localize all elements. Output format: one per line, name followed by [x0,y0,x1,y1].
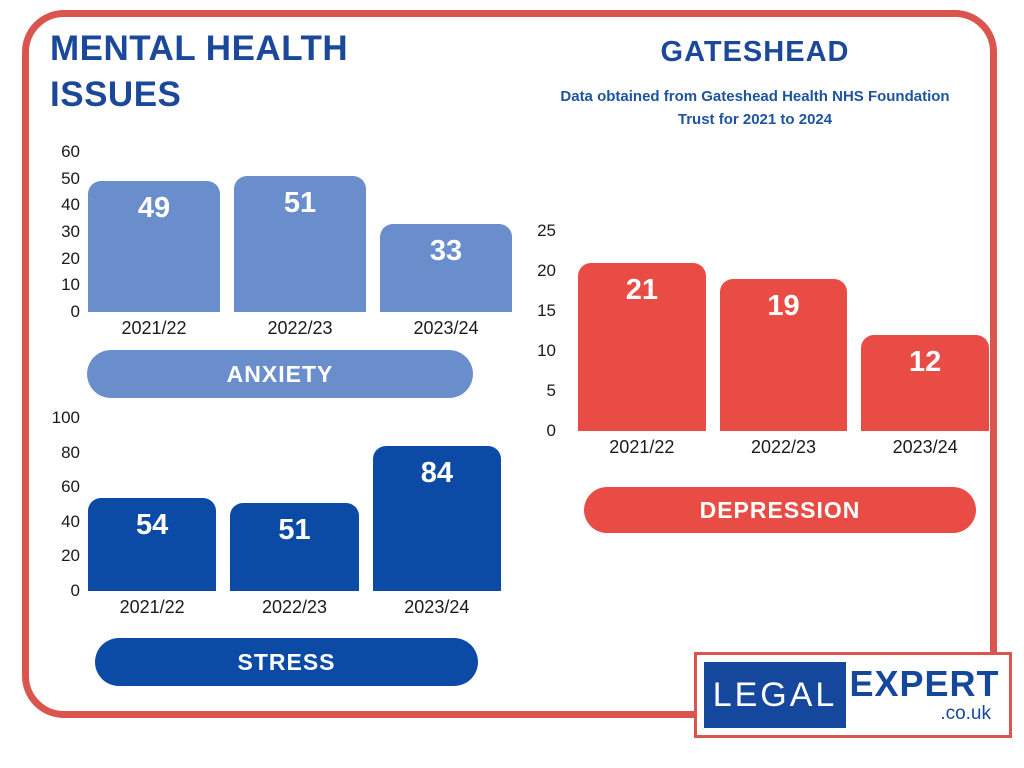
depression-y-axis: 0 5 10 15 20 25 [516,221,556,440]
bar-value-label: 49 [137,192,171,225]
anxiety-legend-pill: ANXIETY [87,350,473,398]
y-tick-label: 60 [61,477,80,497]
y-tick-label: 40 [61,511,80,531]
x-tick-label: 2023/24 [404,597,470,617]
logo-expert-text: EXPERT [849,662,1000,704]
bar-value-label: 21 [625,274,658,306]
y-tick-label: 20 [61,546,80,566]
stress-x-axis: 2021/22 2022/23 2023/24 [88,597,501,618]
poster-border-frame [22,10,997,718]
logo-expert-box: EXPERT .co.uk [846,662,1009,725]
bar-value-label: 51 [278,513,311,546]
bar-2023/24: 12 [861,335,990,431]
bar-2022/23: 51 [230,502,359,591]
y-tick-label: 15 [537,301,556,320]
bar-2022/23: 19 [719,279,848,431]
x-tick-label: 2022/23 [261,597,328,617]
bar-2021/22: 54 [88,497,217,591]
bar-value-label: 19 [767,290,800,322]
y-tick-label: 50 [61,168,80,188]
bar-value-label: 84 [420,456,453,489]
bar-value-label: 12 [909,346,942,378]
bar-2022/23: 51 [234,176,366,312]
x-tick-label: 2023/24 [413,318,479,338]
y-tick-label: 10 [61,275,80,295]
stress-plot-area: 54 51 84 [88,418,501,591]
y-tick-label: 80 [61,442,80,462]
x-tick-label: 2021/22 [121,318,187,338]
x-tick-label: 2022/23 [267,318,333,338]
y-tick-label: 60 [61,142,80,161]
y-tick-label: 0 [546,421,556,440]
x-tick-label: 2021/22 [609,437,675,457]
x-tick-label: 2021/22 [119,597,185,617]
y-tick-label: 5 [546,381,556,400]
stress-y-axis: 0 20 40 60 80 100 [34,408,80,600]
y-tick-label: 0 [70,302,80,321]
y-tick-label: 25 [537,221,556,240]
depression-legend-pill: DEPRESSION [584,487,976,533]
x-tick-label: 2023/24 [892,437,958,457]
y-tick-label: 30 [61,222,80,241]
y-tick-label: 20 [537,261,556,280]
location-title: GATESHEAD [660,36,850,68]
bar-value-label: 54 [136,508,169,541]
bar-value-label: 33 [429,235,463,267]
bar-value-label: 51 [283,187,317,219]
page-title: MENTAL HEALTH ISSUES [50,29,349,114]
bar-2023/24: 33 [380,224,512,312]
y-tick-label: 10 [537,341,556,360]
depression-bar-chart: 0 5 10 15 20 25 21 19 12 2021/22 2022/23 2023/24 [516,221,990,457]
x-tick-label: 2022/23 [750,437,817,457]
data-source-subtitle: Data obtained from Gateshead Health NHS … [560,88,950,129]
anxiety-x-axis: 2021/22 2022/23 2023/24 [88,318,512,339]
depression-plot-area: 21 19 12 [578,231,990,431]
anxiety-plot-area: 49 51 33 [88,152,512,312]
stress-bar-chart: 0 20 40 60 80 100 54 51 84 2021/22 2022/23 2023/2… [34,408,501,617]
stress-legend-pill: STRESS [95,638,478,686]
location-header: GATESHEAD Data obtained from Gateshead H… [540,36,970,132]
y-tick-label: 40 [61,195,80,215]
y-tick-label: 0 [70,581,80,600]
logo-legal-box: LEGAL [704,662,846,728]
logo-legal-text: LEGAL [712,675,838,714]
bar-2021/22: 49 [88,181,220,312]
logo-domain-text: .co.uk [940,702,991,724]
y-tick-label: 100 [51,408,80,427]
bar-2023/24: 84 [372,445,501,591]
anxiety-bar-chart: 0 10 20 30 40 50 60 49 51 33 2021/22 2022/23 2023/… [34,142,512,338]
bar-2021/22: 21 [578,263,706,431]
depression-x-axis: 2021/22 2022/23 2023/24 [578,437,989,458]
legal-expert-logo: LEGAL EXPERT .co.uk [694,652,1012,738]
y-tick-label: 20 [61,248,80,268]
anxiety-y-axis: 0 10 20 30 40 50 60 [34,142,80,321]
